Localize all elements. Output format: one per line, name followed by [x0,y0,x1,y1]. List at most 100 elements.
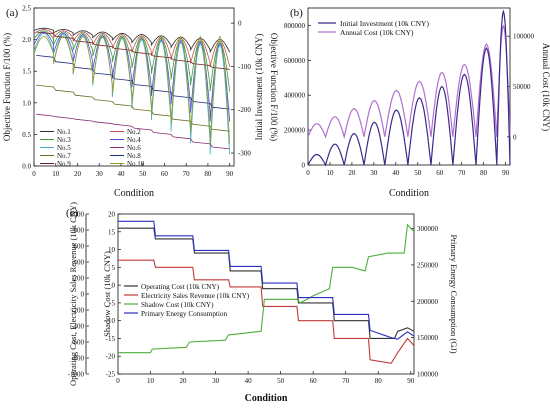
y2-tick-label: -100 [238,63,251,71]
x-tick-label: 50 [414,169,422,177]
series-line-no10 [33,35,231,144]
x-tick-label: 30 [370,169,378,177]
y2-tick-label: 200000 [417,298,439,306]
panel-a-xlabel: Condition [114,188,154,199]
panel-a-y2label: Objective Function F/100 (%) [269,33,279,141]
y2-tick-label: -300 [238,150,251,158]
inner-y-tick-label: 10 [108,246,116,254]
y2-tick-label: -200 [238,106,251,114]
x-tick-label: 80 [375,377,383,385]
y2-tick-label: 100000 [417,371,439,379]
y-tick-label: 0 [302,162,306,170]
y2-tick-label: 250000 [417,261,439,269]
x-tick-label: 90 [502,169,510,177]
x-tick-label: 40 [117,170,125,178]
legend-label: Electricity Sales Revenue (10k CNY) [141,292,250,300]
outer-y-tick-label: -200 [71,307,84,315]
y-tick-label: 200000 [284,127,306,135]
x-tick-label: 60 [436,169,444,177]
panel-b-y2label: Annual Cost (10k CNY) [541,43,550,131]
panel-a: (a) 0 10 20 30 40 50 60 70 80 90 0.0 0.5 1.0 1.5 2.0 2.… [2,5,279,200]
y-tick-label: 2.5 [22,5,31,13]
outer-y-tick-label: 0 [81,291,85,299]
panel-c-ylabel: Operating Cost, Electricity Sales Revenu… [68,202,78,386]
x-tick-label: 10 [52,170,60,178]
legend-label: Initial Investment (10k CNY) [340,19,429,28]
series-line-no6 [36,113,230,150]
legend-label: No.2 [127,128,141,136]
outer-y-tick-label: 600 [74,243,85,251]
legend-label: No.1 [57,128,71,136]
x-tick-label: 40 [245,377,253,385]
x-tick-label: 20 [348,169,356,177]
inner-y-tick-label: -15 [106,335,116,343]
x-tick-label: 30 [212,377,220,385]
x-tick-label: 50 [277,377,285,385]
inner-y-tick-label: -20 [106,353,116,361]
inner-y-tick-label: 20 [108,211,116,219]
outer-y-tick-label: 800 [74,227,85,235]
y-tick-label: 1.5 [22,68,31,76]
series-line-electricity-sales-revenue-k-cny [118,259,415,364]
x-tick-label: 60 [310,377,318,385]
inner-y-tick-label: -10 [106,317,116,325]
x-tick-label: 10 [147,377,155,385]
panel-b: (b) 0 10 20 30 40 50 60 70 80 90 0 200000 400000 6000… [254,7,550,199]
outer-y-tick-label: 400 [74,259,85,267]
panel-a-label: (a) [6,7,19,19]
panel-a-ylabel: Objective Function F/100 (%) [2,33,12,141]
y2-tick-label: 0 [238,20,242,28]
series-line-no9 [36,31,230,70]
series-line-no3 [33,30,231,92]
legend-label: No.9 [57,160,71,168]
legend-label: No.3 [57,136,71,144]
x-tick-label: 0 [116,377,120,385]
series-line-annual-cost [307,24,511,140]
x-tick-label: 90 [407,377,415,385]
inner-y-tick-label: -5 [109,299,115,307]
x-tick-label: 0 [306,169,310,177]
panel-a-plot-frame [33,7,235,167]
legend-label: Annual Cost (10k CNY) [340,28,414,37]
legend-label: Operating Cost (10k CNY) [141,283,220,291]
x-tick-label: 20 [74,170,82,178]
series-line-no7 [36,84,230,132]
panel-c: (c) 10008006004002000-200-400-600-800-10… [66,202,459,404]
legend-label: Primary Energy Consumption [141,310,228,318]
series-line-no1 [33,27,231,53]
x-tick-label: 30 [96,170,104,178]
x-tick-label: 20 [180,377,188,385]
x-tick-label: 70 [458,169,466,177]
inner-y-tick-label: 5 [112,264,116,272]
x-tick-label: 90 [226,170,234,178]
inner-y-tick-label: 15 [108,228,116,236]
x-tick-label: 60 [161,170,169,178]
y-tick-label: 0.5 [22,131,31,139]
y2-tick-label: 100000 [513,33,535,41]
panel-c-plot-frame [117,213,415,375]
y2-tick-label: 50000 [513,83,531,91]
y2-tick-label: 300000 [417,225,439,233]
y-tick-label: 600000 [284,57,306,65]
legend-label: No.5 [57,144,71,152]
x-tick-label: 10 [326,169,334,177]
legend-label: Shadow Cost (10k CNY) [141,301,214,309]
x-tick-label: 80 [204,170,212,178]
outer-y-tick-label: -800 [71,355,84,363]
panel-b-ylabel: Initial Investment (10k CNY) [254,34,264,141]
y-tick-label: 2.0 [22,36,31,44]
y2-tick-label: 150000 [417,334,439,342]
panel-c-label: (c) [66,207,79,219]
series-line-initial-investment [307,9,511,167]
series-line-shadow-cost-k-cny [118,223,415,354]
x-tick-label: 40 [392,169,400,177]
y2-tick-label: 0 [513,133,517,141]
outer-y-tick-label: -400 [71,323,84,331]
panel-b-xlabel: Condition [389,188,429,199]
panel-b-label: (b) [290,7,303,19]
y-tick-label: 0.0 [22,163,31,171]
legend-label: No.10 [127,160,145,168]
outer-y-tick-label: 200 [74,275,85,283]
legend-label: No.6 [127,144,141,152]
